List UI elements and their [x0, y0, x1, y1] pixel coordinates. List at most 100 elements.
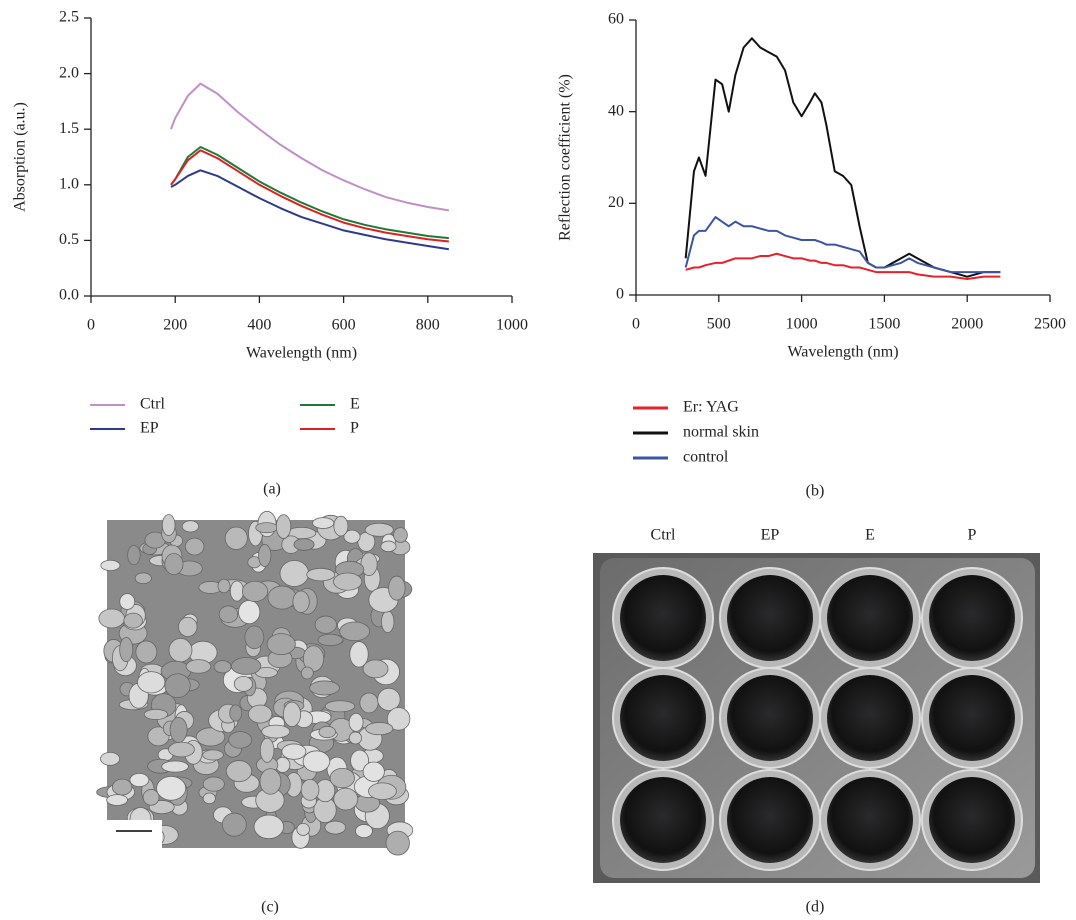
y-tick-label: 2.0 — [59, 64, 79, 81]
grain — [279, 560, 310, 587]
grain — [355, 824, 373, 839]
well — [620, 777, 706, 863]
well — [620, 575, 706, 661]
x-tick-label: 2000 — [951, 316, 983, 333]
grain — [266, 633, 296, 655]
grain — [184, 537, 205, 556]
grain — [129, 772, 150, 788]
grain — [164, 553, 184, 576]
y-tick-label: 0.5 — [59, 231, 79, 248]
well — [929, 675, 1015, 761]
grain — [393, 527, 408, 543]
column-label: Ctrl — [651, 527, 676, 544]
grain — [202, 792, 216, 805]
panel-label: (b) — [806, 483, 825, 500]
grain — [296, 822, 310, 836]
grain — [233, 675, 253, 692]
grain — [343, 529, 361, 544]
grain — [213, 660, 232, 674]
grain — [281, 743, 307, 760]
grain — [259, 768, 282, 795]
legend-label: control — [683, 449, 729, 466]
grain — [349, 641, 369, 668]
well — [827, 675, 913, 761]
grain — [348, 712, 364, 732]
grain — [181, 520, 200, 533]
x-tick-label: 1500 — [868, 316, 900, 333]
y-tick-label: 2.5 — [59, 9, 79, 26]
grain — [230, 657, 262, 675]
grain — [100, 559, 121, 572]
well — [929, 777, 1015, 863]
grain — [324, 700, 356, 713]
grain — [267, 585, 297, 610]
panel-label: (c) — [261, 899, 279, 916]
grain — [127, 545, 141, 566]
grain — [134, 572, 152, 585]
x-tick-label: 2500 — [1034, 316, 1066, 333]
y-tick-label: 40 — [608, 102, 624, 119]
x-tick-label: 500 — [707, 316, 731, 333]
grain — [362, 659, 389, 679]
x-tick-label: 400 — [247, 317, 271, 334]
x-tick-label: 0 — [632, 316, 640, 333]
x-tick-label: 1000 — [786, 316, 818, 333]
grain — [312, 517, 335, 529]
well — [827, 575, 913, 661]
y-tick-label: 1.5 — [59, 120, 79, 137]
grain — [185, 659, 212, 674]
legend-label: P — [350, 420, 359, 437]
grain — [259, 737, 275, 763]
grain — [218, 605, 239, 624]
grain — [293, 538, 315, 551]
grain — [314, 615, 337, 634]
grain — [292, 590, 310, 613]
grain — [111, 778, 133, 796]
grain — [135, 640, 158, 664]
column-label: E — [865, 527, 875, 544]
x-tick-label: 200 — [163, 317, 187, 334]
grain — [195, 727, 226, 747]
grain — [282, 701, 302, 727]
grain — [221, 812, 247, 837]
y-tick-label: 1.0 — [59, 175, 79, 192]
legend-label: normal skin — [683, 424, 759, 441]
panel-label: (d) — [806, 899, 825, 916]
grain — [275, 514, 292, 539]
grain — [202, 776, 225, 792]
series-line — [684, 37, 1001, 278]
y-axis-label: Absorption (a.u.) — [12, 102, 29, 212]
grain — [300, 666, 314, 680]
grain — [362, 761, 385, 782]
grain — [156, 775, 187, 801]
grain — [119, 636, 134, 663]
series-line — [170, 145, 449, 240]
sem-image — [96, 510, 414, 856]
y-axis-label: Reflection coefficient (%) — [557, 74, 574, 241]
legend-label: EP — [140, 420, 159, 437]
grain — [106, 794, 128, 806]
grain — [258, 543, 272, 568]
grain — [300, 779, 320, 801]
grain — [359, 692, 379, 714]
grain — [385, 830, 410, 856]
grain — [333, 515, 349, 537]
well — [727, 575, 813, 661]
grain — [168, 638, 193, 663]
column-label: P — [968, 527, 977, 544]
grain — [244, 625, 265, 650]
well — [827, 777, 913, 863]
grain — [241, 580, 269, 602]
series-line — [684, 216, 1001, 274]
scale-box — [107, 820, 162, 848]
grain — [253, 814, 284, 840]
grain — [388, 575, 406, 601]
grain — [123, 612, 143, 629]
legend-label: Ctrl — [140, 396, 165, 413]
well — [727, 675, 813, 761]
grain — [119, 593, 136, 610]
grain — [333, 572, 363, 591]
grain — [161, 760, 189, 773]
well — [929, 575, 1015, 661]
grain — [364, 522, 394, 537]
